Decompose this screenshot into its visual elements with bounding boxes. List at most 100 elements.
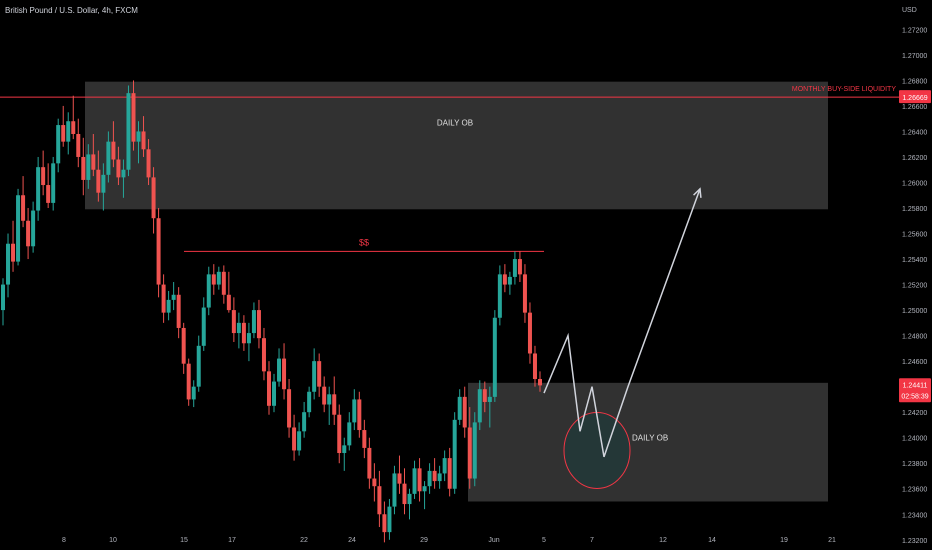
zone-label: DAILY OB [437,118,473,127]
candle [101,163,106,211]
candle [201,297,206,351]
candle-body [447,458,452,489]
candle [156,208,161,298]
candle [131,80,136,151]
candle-body [307,391,312,413]
candle [397,455,402,494]
candle-body [467,427,472,479]
candle [532,345,537,387]
candle-body [312,361,317,392]
candle [342,437,347,471]
candle [166,290,171,321]
candle-body [216,271,221,285]
candle-body [287,389,292,428]
candle [26,208,31,260]
candle-body [462,396,467,428]
candle [161,274,166,323]
candle-body [161,284,166,313]
countdown-text: 02:58:39 [901,393,928,400]
candle [352,389,357,431]
candle-body [146,149,151,178]
candle [51,156,56,211]
candle [437,465,442,489]
candle [181,322,186,374]
candle-body [347,422,352,446]
liquidity-price-text: 1.26669 [902,95,927,102]
candle-body [367,447,372,479]
candle [261,327,266,381]
candle-body [512,259,517,277]
candle [337,404,342,464]
price-badges: 1.26669 1.24411 02:58:39 [899,90,931,403]
candle [362,419,367,459]
candle [327,386,332,425]
candle [151,167,156,234]
candle-body [206,274,211,308]
x-tick-label: 24 [348,537,356,544]
candle [322,376,327,413]
candle-body [527,312,532,354]
candle-body [36,167,41,211]
candle-body [81,156,86,180]
candle-body [492,317,497,397]
candle-body [226,294,231,311]
x-tick-label: 8 [62,537,66,544]
x-tick-label: 22 [300,537,308,544]
projection-arrow [543,188,701,458]
candle-body [126,93,131,170]
y-tick-label: 1.24000 [902,436,927,443]
candle-body [357,399,362,431]
candle [538,371,542,392]
candle [186,358,191,406]
candle [372,463,377,502]
candle [31,201,36,253]
candle-body [86,154,91,180]
candle-body [96,169,101,193]
price-axis[interactable]: USD 1.27200 1.27000 1.26800 1.26600 1.26400 1.… [902,7,927,545]
zones-layer: DAILY OB DAILY OB [85,81,828,502]
y-tick-label: 1.25400 [902,257,927,264]
candle-body [327,394,332,405]
candle-body [442,458,447,474]
candle [427,463,432,494]
candle [477,380,482,431]
candle [81,137,86,196]
candle-body [261,338,266,372]
liquidity-label: MONTHLY BUY-SIDE LIQUIDITY [792,86,896,93]
candle [221,265,226,304]
candle-body [412,468,417,494]
candle [256,299,261,349]
candle [307,386,312,418]
candle-body [6,243,11,285]
candle [432,458,437,489]
candle [211,264,216,295]
candle [216,266,221,290]
candle [412,460,417,499]
candle-body [487,396,492,402]
candle [171,282,176,311]
candle [191,380,196,408]
candle-body [507,276,512,285]
candle-body [166,299,171,313]
x-tick-label: 14 [708,537,716,544]
candle [402,468,407,515]
target-circle [563,411,631,489]
candle-body [76,133,81,157]
candle [292,414,297,461]
candle [236,312,241,349]
candle-body [407,493,412,505]
y-tick-label: 1.26600 [902,104,927,111]
candle-body [66,121,71,142]
x-tick-label: 19 [780,537,788,544]
y-tick-label: 1.26400 [902,129,927,136]
y-tick-label: 1.23600 [902,487,927,494]
candle [282,343,287,400]
candle-body [392,473,397,507]
candle [507,271,512,295]
candle-body [16,195,21,262]
candle [497,265,502,326]
time-axis[interactable]: 8 10 15 17 22 24 29 Jun 5 7 12 14 19 21 [62,537,836,544]
axis-currency: USD [902,7,917,14]
candle-body [538,379,542,386]
